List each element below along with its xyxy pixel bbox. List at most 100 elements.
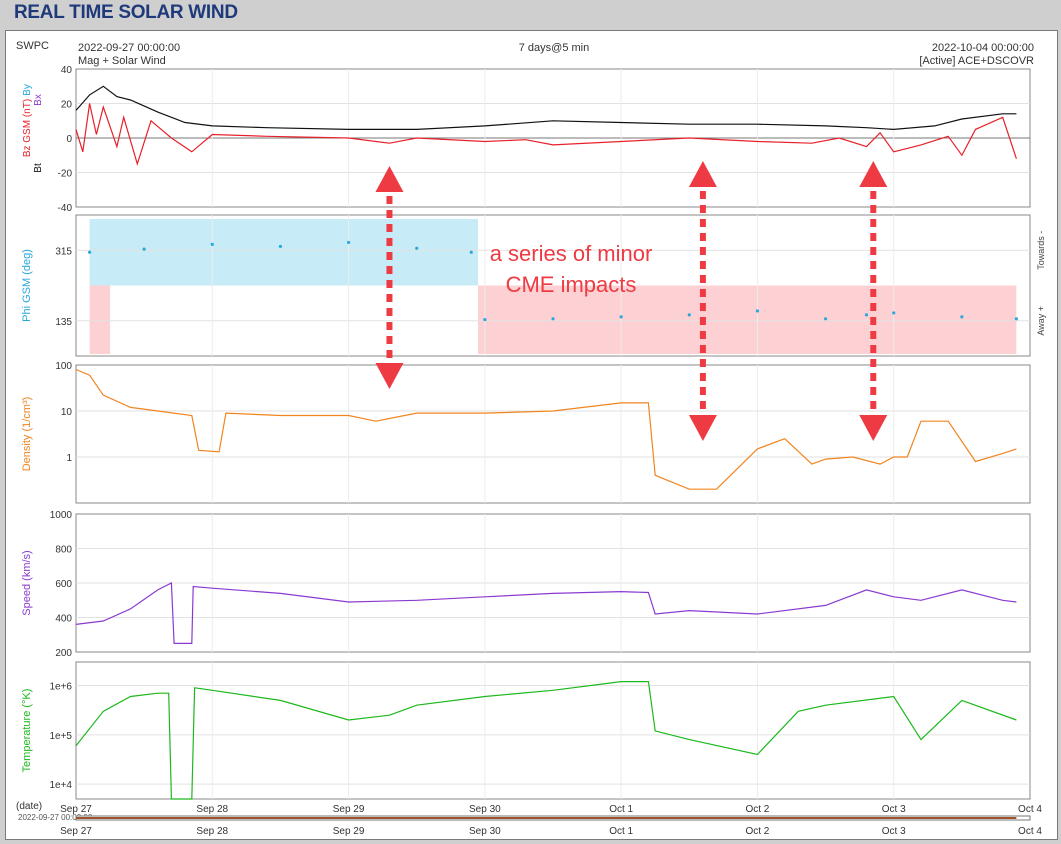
x-tick-label: Oct 2 <box>745 804 769 815</box>
x-tick-label-bottom: Sep 28 <box>196 826 228 837</box>
phi-point <box>415 246 419 250</box>
by-label: By <box>22 84 33 96</box>
panel-frame <box>75 364 1031 504</box>
y-tick-label: 315 <box>55 246 72 257</box>
y-tick-label: 1e+6 <box>49 682 72 693</box>
phi-point <box>88 250 92 254</box>
y-tick-label: 200 <box>55 648 72 659</box>
x-axis: Sep 27 Sep 27 Sep 28 Sep 28 Sep 29 Sep 29 Sep … <box>16 801 1042 837</box>
annotation-line-1: a series of minor <box>490 241 653 266</box>
x-tick-label: Sep 30 <box>469 804 501 815</box>
y-tick-label: 40 <box>61 65 73 76</box>
phi-point <box>755 309 760 313</box>
date-label: (date) <box>16 801 42 812</box>
y-tick-label: 135 <box>55 317 72 328</box>
phi-point <box>687 313 691 317</box>
phi-point <box>278 244 283 248</box>
arrow-head-down <box>859 415 888 441</box>
y-tick-label: 10 <box>61 407 73 418</box>
density-series-line <box>75 368 1017 490</box>
phi-point <box>892 311 896 315</box>
arrow-head-up <box>375 166 404 192</box>
x-tick-label: Sep 27 <box>60 804 92 815</box>
y-tick-label: 1000 <box>50 510 73 521</box>
x-tick-label: Oct 4 <box>1018 804 1042 815</box>
range-label: 2022-09-27 00:00:00 <box>18 813 93 822</box>
x-tick-label-bottom: Sep 29 <box>333 826 365 837</box>
x-tick-label-bottom: Sep 27 <box>60 826 92 837</box>
y-tick-label: 20 <box>61 100 73 111</box>
x-tick-label: Sep 29 <box>333 804 365 815</box>
away-band <box>478 285 1017 354</box>
away-band <box>89 285 111 354</box>
end-time: 2022-10-04 00:00:00 <box>932 42 1034 54</box>
y-tick-label: -20 <box>58 169 73 180</box>
solar-wind-plot: SWPC 2022-09-27 00:00:00 Mag + Solar Win… <box>16 40 1046 837</box>
start-time: 2022-09-27 00:00:00 <box>78 42 180 54</box>
solar-wind-chart: SWPC 2022-09-27 00:00:00 Mag + Solar Win… <box>5 30 1058 840</box>
panel-density: 100 10 1 Density (1/cm³) <box>21 361 1031 504</box>
speed-series-line <box>75 582 1017 645</box>
phi-point <box>346 240 351 245</box>
phi-point <box>142 247 146 251</box>
span-label: 7 days@5 min <box>519 42 589 54</box>
arrow-head-down <box>688 415 717 441</box>
arrow-head-up <box>688 161 717 187</box>
x-tick-label: Oct 3 <box>882 804 906 815</box>
y-tick-label: 400 <box>55 614 72 625</box>
bx-label: Bx <box>33 94 44 106</box>
subtitle: Mag + Solar Wind <box>78 55 166 67</box>
y-tick-label: 800 <box>55 545 72 556</box>
towards-band <box>89 219 479 286</box>
cme-arrows <box>375 161 888 441</box>
bt-label: Bt <box>33 163 44 173</box>
y-tick-label: 0 <box>66 134 72 145</box>
x-tick-label-bottom: Oct 3 <box>882 826 906 837</box>
phi-point <box>823 317 828 321</box>
towards-label: Towards - <box>1036 231 1046 270</box>
y-tick-label: 100 <box>55 361 72 372</box>
phi-point <box>469 250 473 254</box>
y-tick-label: -40 <box>58 203 73 214</box>
x-tick-label-bottom: Oct 4 <box>1018 826 1042 837</box>
phi-point <box>210 242 214 246</box>
cme-arrow <box>859 161 888 441</box>
source-label: SWPC <box>16 40 49 52</box>
temperature-ylabel: Temperature (°K) <box>21 689 33 773</box>
cme-arrow <box>375 166 404 389</box>
density-ylabel: Density (1/cm³) <box>21 397 33 472</box>
x-tick-label-bottom: Sep 30 <box>469 826 501 837</box>
phi-point <box>1014 317 1018 321</box>
phi-point <box>864 313 869 317</box>
bz-label: Bz GSM (nT) <box>22 99 33 157</box>
phi-point <box>551 317 555 321</box>
x-tick-label-bottom: Oct 1 <box>609 826 633 837</box>
cme-arrow <box>688 161 717 441</box>
y-tick-label: 1 <box>66 453 72 464</box>
spacecraft-label: [Active] ACE+DSCOVR <box>919 55 1034 67</box>
panel-frame <box>75 661 1031 800</box>
annotation-line-2: CME impacts <box>506 272 637 297</box>
arrow-head-down <box>375 363 404 389</box>
panel-temperature: 1e+6 1e+5 1e+4 Temperature (°K) <box>21 661 1031 800</box>
arrow-head-up <box>859 161 888 187</box>
speed-ylabel: Speed (km/s) <box>21 550 33 615</box>
temperature-series-line <box>75 680 1017 800</box>
y-tick-label: 1e+4 <box>49 780 72 791</box>
x-tick-label: Sep 28 <box>196 804 228 815</box>
phi-point <box>960 315 964 319</box>
x-tick-label-bottom: Oct 2 <box>745 826 769 837</box>
page-title: REAL TIME SOLAR WIND <box>14 2 238 23</box>
x-tick-label: Oct 1 <box>609 804 633 815</box>
y-tick-label: 600 <box>55 579 72 590</box>
bz-series-line <box>75 103 1017 166</box>
phi-ylabel: Phi GSM (deg) <box>21 249 33 322</box>
phi-point <box>483 317 487 322</box>
away-label: Away + <box>1036 306 1046 336</box>
panel-speed: 1000 800 600 400 200 Speed (km/s) <box>21 510 1031 659</box>
y-tick-label: 1e+5 <box>49 731 72 742</box>
phi-point <box>619 315 623 319</box>
